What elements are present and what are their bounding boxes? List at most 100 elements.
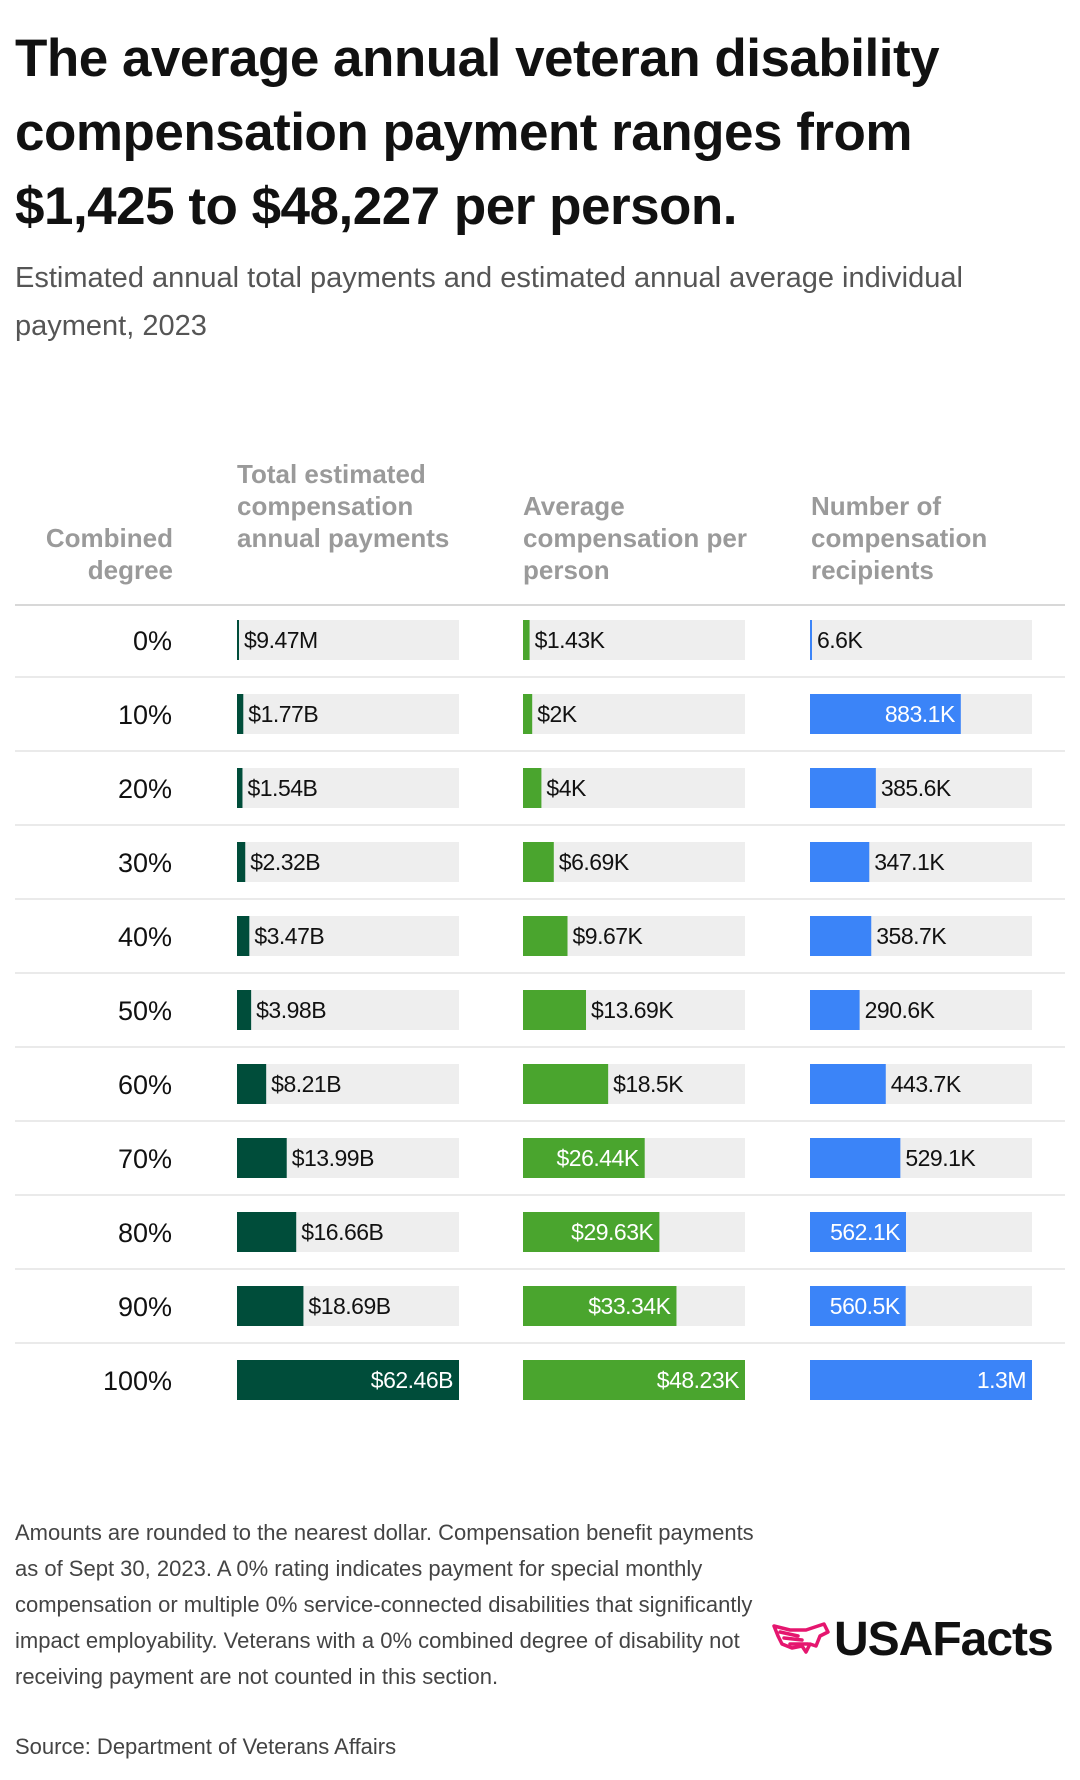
data-label: 883.1K [885,701,956,727]
data-label: $26.44K [556,1145,639,1171]
chart-subtitle: Estimated annual total payments and esti… [15,262,963,342]
category-label: 100% [103,1366,172,1396]
bar-track [237,916,459,956]
data-label: $3.47B [254,923,324,949]
bar-recipients [810,1360,1032,1400]
category-label: 70% [118,1144,172,1174]
data-label: $13.99B [292,1145,374,1171]
column-header-degree: Combined degree [45,523,173,585]
data-label: $33.34K [588,1293,671,1319]
bar-track [523,694,745,734]
bar-track [237,620,459,660]
bar-average [523,990,587,1030]
chart-title: The average annual veteran disability co… [15,29,940,236]
bar-track [523,842,745,882]
data-label: 6.6K [817,627,863,653]
bar-track [237,1064,459,1104]
data-label: $16.66B [301,1219,383,1245]
data-label: 560.5K [830,1293,901,1319]
bar-recipients [810,768,876,808]
category-label: 20% [118,774,172,804]
bar-total [237,842,246,882]
column-header-total: Total estimated compensation annual paym… [237,459,450,553]
data-label: 347.1K [874,849,945,875]
data-label: $18.69B [308,1293,390,1319]
bar-average [523,620,530,660]
bar-average [523,1212,660,1252]
usa-map-icon [772,1622,830,1654]
data-label: $1.54B [247,775,317,801]
bar-recipients [810,1286,906,1326]
bar-track [237,694,459,734]
bar-recipients [810,916,872,956]
data-label: 529.1K [905,1145,976,1171]
data-label: $62.46B [371,1367,453,1393]
category-label: 50% [118,996,172,1026]
bar-recipients [810,1138,901,1178]
category-label: 10% [118,700,172,730]
data-label: $29.63K [571,1219,654,1245]
bar-track [523,768,745,808]
data-label: $9.67K [573,923,644,949]
bar-table-chart: 0% $9.47M $1.43K 6.6K 10% $1.77B $2K 883.1K 20% $… [15,620,1065,1400]
bar-average [523,842,554,882]
data-label: $13.69K [591,997,674,1023]
bar-recipients [810,1212,906,1252]
category-label: 60% [118,1070,172,1100]
column-header-recipients: Number of compensation recipients [811,491,988,585]
bar-average [523,1138,645,1178]
data-label: $4K [546,775,587,801]
data-label: $48.23K [657,1367,740,1393]
bar-total [237,1286,304,1326]
data-label: 290.6K [865,997,936,1023]
bar-average [523,694,533,734]
logo-wordmark: USAFacts [834,1613,1054,1666]
bar-average [523,1286,677,1326]
bar-total [237,1212,297,1252]
data-label: 385.6K [881,775,952,801]
usafacts-logo: USAFacts [772,1612,1072,1668]
category-label: 30% [118,848,172,878]
data-label: $2K [537,701,578,727]
bar-track [523,620,745,660]
bar-total [237,990,252,1030]
bar-recipients [810,694,961,734]
bar-average [523,1360,745,1400]
bar-average [523,1064,609,1104]
bar-track [237,990,459,1030]
data-label: $3.98B [256,997,326,1023]
category-label: 40% [118,922,172,952]
bar-total [237,620,239,660]
data-label: $8.21B [271,1071,341,1097]
data-label: $2.32B [250,849,320,875]
bar-recipients [810,620,812,660]
bar-total [237,1138,287,1178]
data-label: 358.7K [876,923,947,949]
data-label: 562.1K [830,1219,901,1245]
bar-total [237,1360,459,1400]
category-label: 90% [118,1292,172,1322]
data-label: $9.47M [244,627,318,653]
data-label: 443.7K [891,1071,962,1097]
category-label: 80% [118,1218,172,1248]
data-label: $1.77B [248,701,318,727]
bar-average [523,916,568,956]
bar-total [237,694,244,734]
bar-total [237,1064,267,1104]
bar-average [523,768,542,808]
data-label: $6.69K [559,849,630,875]
bar-total [237,916,250,956]
category-label: 0% [133,626,172,656]
bar-track [237,842,459,882]
bar-track [810,620,1032,660]
data-label: $1.43K [535,627,606,653]
header-divider [15,604,1065,606]
bar-recipients [810,1064,886,1104]
footnote: Amounts are rounded to the nearest dolla… [15,1520,754,1689]
data-label: 1.3M [977,1367,1026,1393]
bar-recipients [810,990,860,1030]
bar-total [237,768,243,808]
bar-track [237,768,459,808]
data-label: $18.5K [613,1071,684,1097]
column-header-average: Average compensation per person [523,491,747,585]
